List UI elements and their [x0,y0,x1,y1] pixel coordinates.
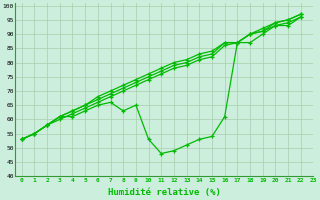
X-axis label: Humidité relative (%): Humidité relative (%) [108,188,221,197]
